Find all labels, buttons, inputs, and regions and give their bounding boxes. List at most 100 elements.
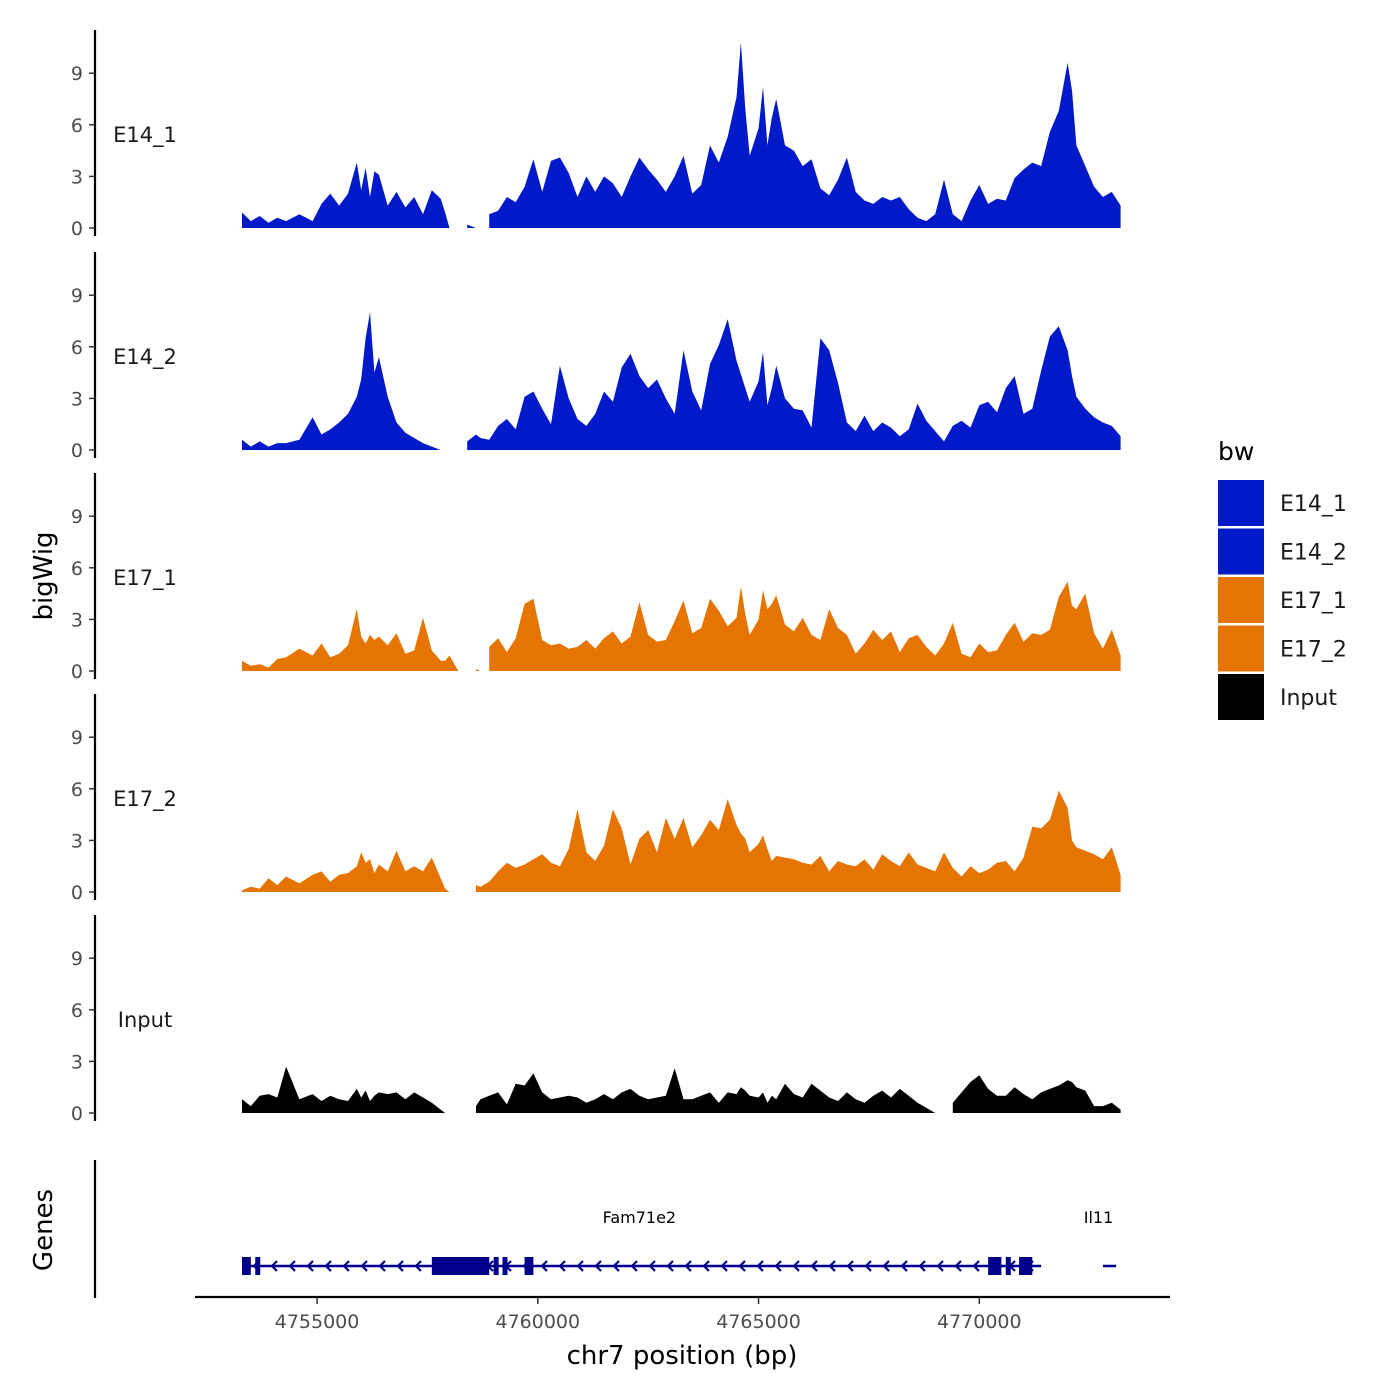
gene-label: Il11	[1084, 1208, 1114, 1227]
y-tick-label: 0	[71, 218, 83, 240]
track-label: E14_2	[113, 345, 177, 370]
gene-panel: Fam71e2 Il11	[93, 1160, 1117, 1298]
coverage-area-e17-2	[242, 790, 1121, 892]
y-tick-label: 9	[71, 63, 83, 85]
strand-arrow	[864, 1260, 872, 1272]
strand-arrow	[882, 1260, 890, 1272]
y-tick-label: 3	[71, 830, 83, 852]
legend-swatch	[1218, 625, 1264, 672]
exon	[493, 1257, 499, 1275]
x-tick-label: 4755000	[275, 1311, 360, 1333]
y-tick-label: 3	[71, 1051, 83, 1073]
strand-arrow	[396, 1260, 404, 1272]
legend-swatch	[1218, 528, 1264, 575]
strand-arrow	[612, 1260, 620, 1272]
strand-arrow	[702, 1260, 710, 1272]
y-tick-label: 6	[71, 1000, 83, 1022]
exon	[1019, 1257, 1033, 1275]
strand-arrow	[378, 1260, 386, 1272]
y-tick-label: 9	[71, 285, 83, 307]
legend-item-e17-2: E17_2	[1218, 625, 1347, 672]
y-tick-label: 0	[71, 661, 83, 683]
legend-item-input: Input	[1218, 674, 1337, 720]
legend-label: E14_2	[1280, 541, 1347, 566]
track-label: E17_2	[113, 787, 177, 812]
exon	[502, 1257, 508, 1275]
x-tick-label: 4760000	[495, 1311, 580, 1333]
y-tick-label: 6	[71, 337, 83, 359]
strand-arrow	[630, 1260, 638, 1272]
x-axis-title: chr7 position (bp)	[567, 1341, 798, 1371]
legend-label: Input	[1280, 686, 1337, 711]
exon	[255, 1257, 261, 1275]
gene-panel-title: Genes	[29, 1189, 59, 1271]
strand-arrow	[306, 1260, 314, 1272]
strand-arrow	[576, 1260, 584, 1272]
strand-arrow	[774, 1260, 782, 1272]
track-label: E17_1	[113, 566, 177, 591]
track-input: 0 3 6 9 Input	[71, 915, 1121, 1125]
legend: bw E14_1 E14_2 E17_1 E17_2 Input	[1218, 437, 1347, 720]
y-tick-label: 6	[71, 558, 83, 580]
strand-arrow	[558, 1260, 566, 1272]
strand-arrow	[324, 1260, 332, 1272]
y-tick-label: 6	[71, 779, 83, 801]
y-tick-label: 3	[71, 388, 83, 410]
strand-arrow	[936, 1260, 944, 1272]
exon	[988, 1257, 1002, 1275]
coverage-area-e14-2	[242, 312, 1121, 450]
legend-title: bw	[1218, 437, 1254, 466]
x-axis: 4755000 4760000 4765000 4770000	[195, 1295, 1170, 1333]
x-tick-label: 4765000	[716, 1311, 801, 1333]
exon	[524, 1257, 534, 1275]
legend-swatch	[1218, 480, 1264, 526]
exon	[242, 1257, 251, 1275]
y-tick-label: 0	[71, 440, 83, 462]
strand-arrow	[900, 1260, 908, 1272]
track-e17-2: 0 3 6 9 E17_2	[71, 694, 1121, 904]
exon	[1005, 1257, 1011, 1275]
gene-fam71e2: Fam71e2	[242, 1208, 1042, 1275]
strand-arrow	[918, 1260, 926, 1272]
strand-arrow	[666, 1260, 674, 1272]
coverage-tracks: 0 3 6 9 E14_1 0 3 6 9 E14_2 0 3 6 9 E17_1 0 3 6 9 E17_2 0 3 6 9…	[71, 30, 1121, 1125]
track-e17-1: 0 3 6 9 E17_1	[71, 473, 1121, 683]
strand-arrow	[738, 1260, 746, 1272]
legend-item-e14-1: E14_1	[1218, 480, 1347, 526]
y-tick-label: 0	[71, 1103, 83, 1125]
strand-arrow	[954, 1260, 962, 1272]
strand-arrow	[846, 1260, 854, 1272]
y-tick-label: 3	[71, 166, 83, 188]
y-tick-label: 9	[71, 727, 83, 749]
gene-il11: Il11	[1084, 1208, 1117, 1268]
y-tick-label: 0	[71, 882, 83, 904]
y-tick-label: 3	[71, 609, 83, 631]
coverage-area-e17-1	[242, 581, 1121, 671]
legend-label: E17_2	[1280, 638, 1347, 663]
y-tick-label: 6	[71, 115, 83, 137]
legend-swatch	[1218, 674, 1264, 720]
strand-arrow	[288, 1260, 296, 1272]
track-e14-2: 0 3 6 9 E14_2	[71, 252, 1121, 462]
track-e14-1: 0 3 6 9 E14_1	[71, 30, 1121, 240]
legend-label: E17_1	[1280, 589, 1347, 614]
strand-arrow	[684, 1260, 692, 1272]
y-tick-label: 9	[71, 506, 83, 528]
x-tick-label: 4770000	[937, 1311, 1022, 1333]
strand-arrow	[792, 1260, 800, 1272]
track-label: E14_1	[113, 123, 177, 148]
strand-arrow	[720, 1260, 728, 1272]
strand-arrow	[594, 1260, 602, 1272]
legend-label: E14_1	[1280, 492, 1347, 517]
strand-arrow	[360, 1260, 368, 1272]
y-tick-label: 9	[71, 948, 83, 970]
coverage-area-e14-1	[242, 42, 1121, 229]
strand-arrow	[828, 1260, 836, 1272]
strand-arrow	[972, 1260, 980, 1272]
legend-item-e17-1: E17_1	[1218, 577, 1347, 623]
coverage-area-input	[242, 1066, 1121, 1113]
exon	[431, 1257, 490, 1275]
strand-arrow	[270, 1260, 278, 1272]
strand-arrow	[756, 1260, 764, 1272]
